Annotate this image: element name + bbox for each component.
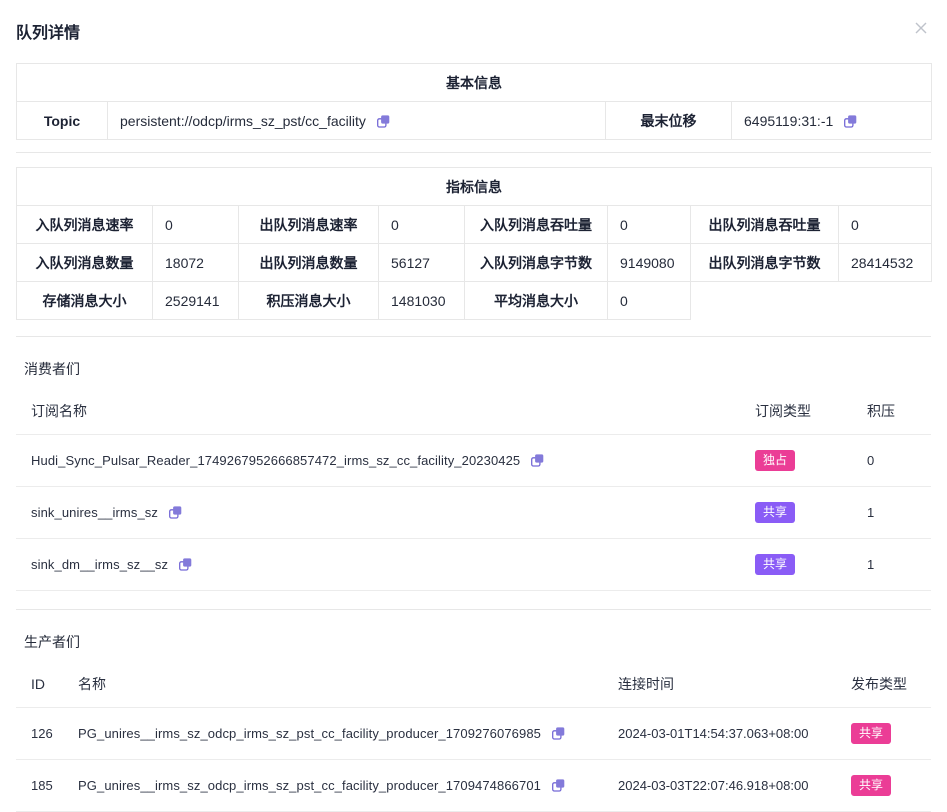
metric-value: 2529141 xyxy=(152,281,239,320)
column-header-name: 名称 xyxy=(63,661,603,708)
producers-table: ID 名称 连接时间 发布类型 126 PG_unires__irms_sz_o… xyxy=(16,661,931,812)
copy-icon[interactable] xyxy=(551,778,566,793)
consumers-header-row: 订阅名称 订阅类型 积压 xyxy=(16,388,931,435)
metrics-row: 入队列消息数量 18072 出队列消息数量 56127 入队列消息字节数 914… xyxy=(16,243,932,282)
column-header-subscription-name: 订阅名称 xyxy=(16,388,740,435)
metric-value: 18072 xyxy=(152,243,239,282)
copy-icon[interactable] xyxy=(843,114,858,129)
copy-icon[interactable] xyxy=(376,114,391,129)
subscription-name-cell: sink_unires__irms_sz xyxy=(16,486,740,539)
producers-section-title: 生产者们 xyxy=(24,634,80,650)
metrics-table: 指标信息 入队列消息速率 0 出队列消息速率 0 入队列消息吞吐量 0 出队列消… xyxy=(16,167,932,320)
divider xyxy=(16,336,931,337)
metric-label: 积压消息大小 xyxy=(238,281,379,320)
divider xyxy=(16,152,931,153)
metric-value: 0 xyxy=(378,205,465,244)
close-icon[interactable] xyxy=(911,18,931,38)
metric-value: 28414532 xyxy=(838,243,932,282)
metrics-row: 入队列消息速率 0 出队列消息速率 0 入队列消息吞吐量 0 出队列消息吞吐量 … xyxy=(16,205,932,244)
producer-name-cell: PG_unires__irms_sz_odcp_irms_sz_pst_cc_f… xyxy=(63,759,603,812)
table-row: sink_dm__irms_sz__sz 共享 1 xyxy=(16,538,931,591)
offset-value: 6495119:31:-1 xyxy=(744,112,834,129)
metric-label: 出队列消息数量 xyxy=(238,243,379,282)
table-row: sink_unires__irms_sz 共享 1 xyxy=(16,486,931,539)
table-row: 126 PG_unires__irms_sz_odcp_irms_sz_pst_… xyxy=(16,707,931,760)
subscription-name: sink_unires__irms_sz xyxy=(31,505,158,520)
copy-icon[interactable] xyxy=(168,505,183,520)
subscription-name-cell: Hudi_Sync_Pulsar_Reader_1749267952666857… xyxy=(16,434,740,487)
column-header-connect-time: 连接时间 xyxy=(603,661,836,708)
copy-icon[interactable] xyxy=(178,557,193,572)
metric-label: 入队列消息速率 xyxy=(16,205,153,244)
backlog-cell: 1 xyxy=(852,486,931,539)
metric-label: 入队列消息数量 xyxy=(16,243,153,282)
subscription-type-cell: 共享 xyxy=(740,538,852,591)
backlog-cell: 0 xyxy=(852,434,931,487)
consumers-section-title: 消费者们 xyxy=(24,361,80,377)
connect-time-cell: 2024-03-03T22:07:46.918+08:00 xyxy=(603,759,836,812)
offset-label: 最末位移 xyxy=(605,101,732,140)
topic-value-cell: persistent://odcp/irms_sz_pst/cc_facilit… xyxy=(107,101,606,140)
producer-id-cell: 185 xyxy=(16,759,63,812)
producer-name-cell: PG_unires__irms_sz_odcp_irms_sz_pst_cc_f… xyxy=(63,707,603,760)
column-header-id: ID xyxy=(16,661,63,708)
metric-label: 平均消息大小 xyxy=(464,281,608,320)
producer-id-cell: 126 xyxy=(16,707,63,760)
topic-label: Topic xyxy=(16,101,108,140)
producers-header-row: ID 名称 连接时间 发布类型 xyxy=(16,661,931,708)
metric-label: 出队列消息字节数 xyxy=(690,243,839,282)
status-badge: 共享 xyxy=(755,502,796,523)
publish-type-cell: 共享 xyxy=(836,707,931,760)
metric-value: 1481030 xyxy=(378,281,465,320)
table-row: Hudi_Sync_Pulsar_Reader_1749267952666857… xyxy=(16,434,931,487)
status-badge: 共享 xyxy=(755,554,796,575)
page-title: 队列详情 xyxy=(16,25,81,42)
subscription-name: Hudi_Sync_Pulsar_Reader_1749267952666857… xyxy=(31,453,521,468)
metric-value: 0 xyxy=(152,205,239,244)
metrics-empty-cell xyxy=(691,282,932,320)
publish-type-cell: 共享 xyxy=(836,759,931,812)
backlog-cell: 1 xyxy=(852,538,931,591)
table-row: 185 PG_unires__irms_sz_odcp_irms_sz_pst_… xyxy=(16,759,931,812)
divider xyxy=(16,609,931,610)
subscription-type-cell: 共享 xyxy=(740,486,852,539)
status-badge: 共享 xyxy=(851,775,892,796)
column-header-subscription-type: 订阅类型 xyxy=(740,388,852,435)
metric-value: 0 xyxy=(607,281,691,320)
metric-label: 入队列消息字节数 xyxy=(464,243,608,282)
metric-value: 0 xyxy=(607,205,691,244)
offset-value-cell: 6495119:31:-1 xyxy=(731,101,932,140)
metric-label: 出队列消息速率 xyxy=(238,205,379,244)
metric-value: 56127 xyxy=(378,243,465,282)
producer-name: PG_unires__irms_sz_odcp_irms_sz_pst_cc_f… xyxy=(78,778,541,793)
metrics-row: 存储消息大小 2529141 积压消息大小 1481030 平均消息大小 0 xyxy=(16,281,932,320)
subscription-name: sink_dm__irms_sz__sz xyxy=(31,557,169,572)
metric-label: 入队列消息吞吐量 xyxy=(464,205,608,244)
subscription-type-cell: 独占 xyxy=(740,434,852,487)
connect-time-cell: 2024-03-01T14:54:37.063+08:00 xyxy=(603,707,836,760)
metric-label: 存储消息大小 xyxy=(16,281,153,320)
column-header-backlog: 积压 xyxy=(852,388,931,435)
consumers-table: 订阅名称 订阅类型 积压 Hudi_Sync_Pulsar_Reader_174… xyxy=(16,388,931,591)
subscription-name-cell: sink_dm__irms_sz__sz xyxy=(16,538,740,591)
column-header-publish-type: 发布类型 xyxy=(836,661,931,708)
metrics-section-title: 指标信息 xyxy=(16,167,932,206)
metric-value: 0 xyxy=(838,205,932,244)
basic-info-section-title: 基本信息 xyxy=(16,63,932,102)
topic-value: persistent://odcp/irms_sz_pst/cc_facilit… xyxy=(120,112,366,129)
metric-value: 9149080 xyxy=(607,243,691,282)
copy-icon[interactable] xyxy=(530,453,545,468)
metric-label: 出队列消息吞吐量 xyxy=(690,205,839,244)
producer-name: PG_unires__irms_sz_odcp_irms_sz_pst_cc_f… xyxy=(78,726,541,741)
modal-header: 队列详情 xyxy=(0,0,947,43)
copy-icon[interactable] xyxy=(551,726,566,741)
basic-info-table: 基本信息 Topic persistent://odcp/irms_sz_pst… xyxy=(16,63,932,140)
status-badge: 共享 xyxy=(851,723,892,744)
status-badge: 独占 xyxy=(755,450,796,471)
